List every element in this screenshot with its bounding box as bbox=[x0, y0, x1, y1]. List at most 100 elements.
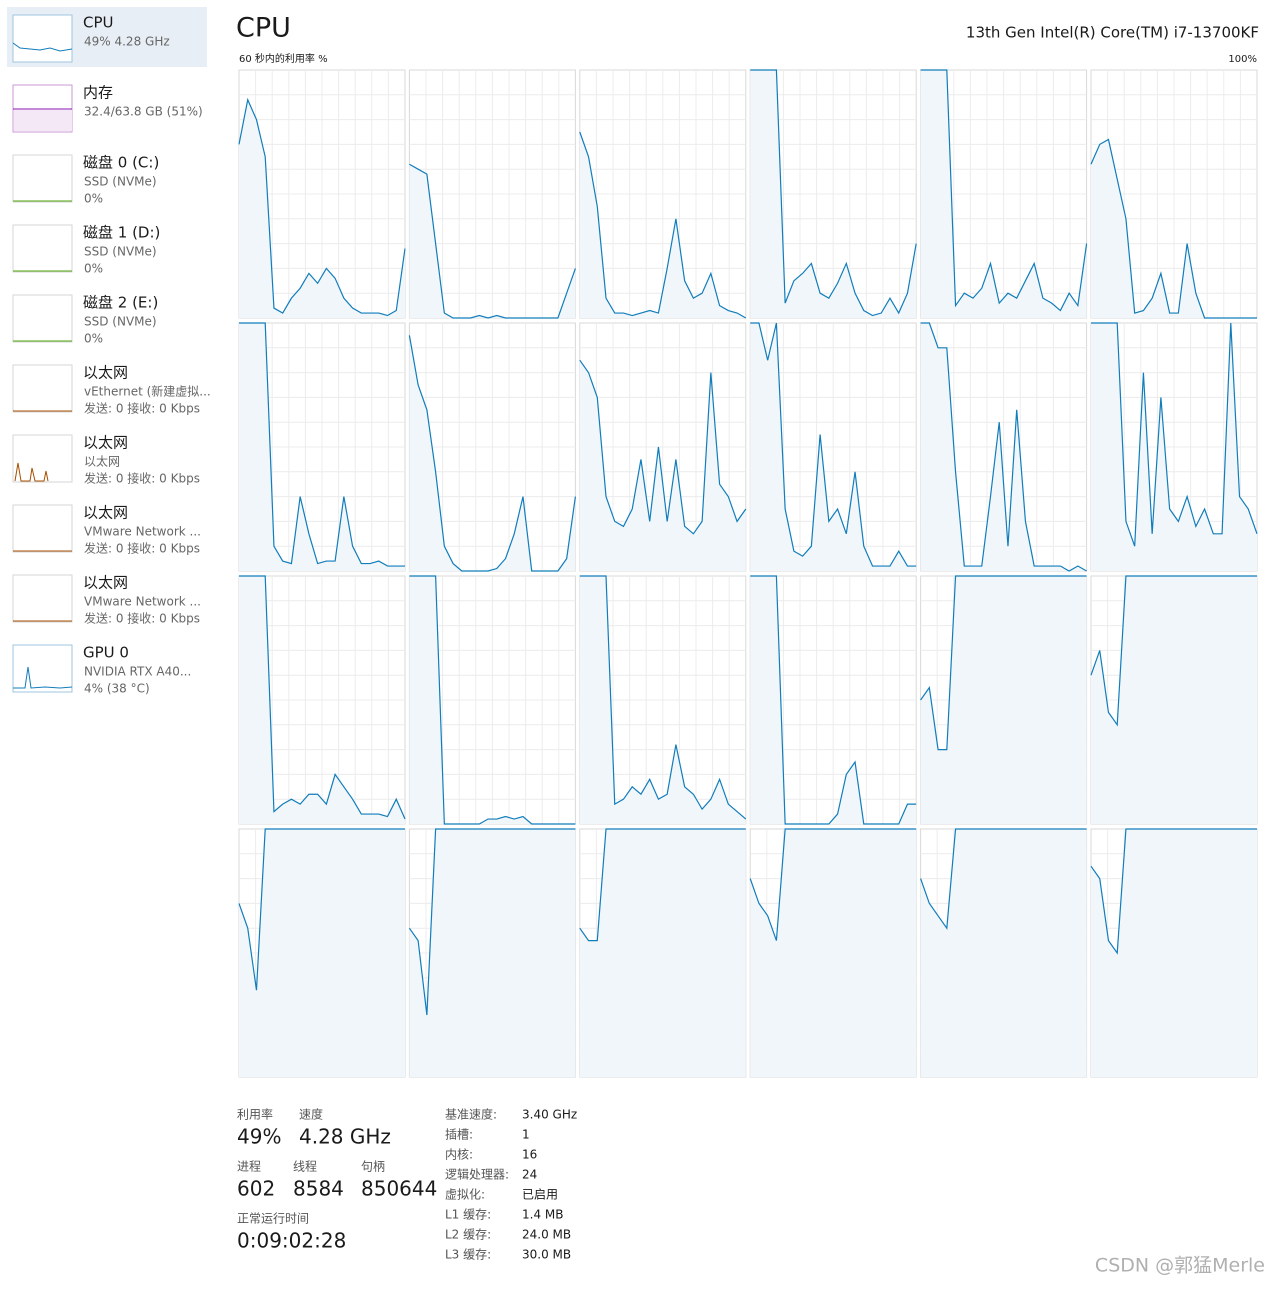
thumbnail bbox=[12, 434, 73, 483]
stat-value: 0:09:02:28 bbox=[237, 1229, 346, 1253]
core-line bbox=[750, 575, 917, 825]
thumbnail bbox=[12, 224, 73, 273]
core-area bbox=[750, 70, 917, 318]
sidebar-detail: 发送: 0 接收: 0 Kbps bbox=[84, 471, 200, 486]
core-line bbox=[1090, 138, 1257, 319]
core-line bbox=[239, 322, 405, 567]
core-line bbox=[1090, 575, 1257, 727]
detail-label: L2 缓存: bbox=[445, 1228, 491, 1242]
sidebar-detail: SSD (NVMe) bbox=[84, 315, 157, 329]
sidebar-detail: 49% 4.28 GHz bbox=[84, 35, 170, 49]
core-line bbox=[920, 575, 1087, 751]
core-line bbox=[579, 359, 747, 535]
sidebar-title: CPU bbox=[83, 14, 114, 32]
core-area bbox=[1091, 576, 1257, 824]
core-line bbox=[408, 828, 576, 1016]
thumbnail-fill bbox=[14, 110, 72, 131]
core-line bbox=[1091, 322, 1258, 547]
core-area bbox=[409, 164, 576, 318]
thumbnail-graph bbox=[14, 462, 49, 482]
core-area bbox=[1091, 829, 1257, 1077]
thumbnail bbox=[12, 504, 73, 553]
core-line bbox=[579, 828, 746, 942]
core-line bbox=[579, 131, 747, 319]
cpu-model: 13th Gen Intel(R) Core(TM) i7-13700KF bbox=[966, 24, 1259, 42]
core-area bbox=[920, 829, 1087, 1077]
stat-value: 4.28 GHz bbox=[299, 1125, 391, 1149]
core-area bbox=[239, 829, 405, 1077]
stat-label: 利用率 bbox=[237, 1107, 273, 1122]
core-area bbox=[409, 576, 576, 824]
thumbnail bbox=[12, 294, 73, 343]
sidebar-detail: VMware Network ... bbox=[84, 595, 201, 609]
sidebar-title: 以太网 bbox=[83, 364, 128, 382]
core-area bbox=[239, 99, 405, 318]
core-area bbox=[239, 576, 405, 824]
core-area bbox=[579, 576, 746, 824]
watermark: CSDN @郭猛Merle bbox=[1095, 1255, 1265, 1277]
sidebar-title: 以太网 bbox=[83, 504, 128, 522]
thumbnail bbox=[12, 14, 73, 63]
sidebar-title: 磁盘 2 (E:) bbox=[83, 294, 158, 312]
sidebar-title: 内存 bbox=[83, 84, 113, 102]
core-line bbox=[239, 575, 406, 820]
sidebar-detail: NVIDIA RTX A40... bbox=[84, 665, 191, 679]
detail-label: 逻辑处理器: bbox=[445, 1168, 509, 1182]
core-area bbox=[750, 576, 917, 824]
thumbnail bbox=[12, 644, 73, 693]
core-area bbox=[579, 360, 746, 571]
detail-label: 内核: bbox=[445, 1148, 473, 1162]
core-area bbox=[409, 335, 576, 571]
stat-value: 8584 bbox=[293, 1177, 344, 1201]
stat-value: 850644 bbox=[361, 1177, 437, 1201]
stat-label: 句柄 bbox=[361, 1160, 385, 1174]
core-line bbox=[408, 335, 576, 572]
core-line bbox=[749, 828, 917, 941]
thumbnail-graph bbox=[13, 666, 73, 689]
sidebar-detail: VMware Network ... bbox=[84, 525, 201, 539]
detail-value: 24.0 MB bbox=[522, 1228, 571, 1242]
detail-value: 16 bbox=[522, 1148, 537, 1162]
sidebar-detail: SSD (NVMe) bbox=[84, 245, 157, 259]
core-line bbox=[1090, 828, 1257, 955]
stat-label: 线程 bbox=[293, 1159, 317, 1174]
detail-label: L1 缓存: bbox=[445, 1208, 491, 1222]
core-line bbox=[409, 575, 576, 825]
detail-label: L3 缓存: bbox=[445, 1248, 491, 1262]
detail-value: 24 bbox=[522, 1168, 537, 1182]
detail-value: 1.4 MB bbox=[522, 1208, 563, 1222]
sidebar-detail: SSD (NVMe) bbox=[84, 175, 157, 189]
core-line bbox=[579, 575, 747, 820]
core-area bbox=[920, 70, 1087, 318]
core-area bbox=[750, 829, 917, 1077]
stat-label: 正常运行时间 bbox=[237, 1212, 309, 1226]
core-line bbox=[238, 97, 406, 317]
sidebar-detail: 以太网 bbox=[84, 454, 120, 469]
stat-value: 49% bbox=[237, 1125, 281, 1149]
detail-value: 3.40 GHz bbox=[522, 1108, 577, 1122]
core-line bbox=[409, 163, 576, 319]
thumbnail-graph bbox=[12, 42, 73, 52]
core-line bbox=[238, 828, 405, 991]
detail-label: 插槽: bbox=[445, 1128, 473, 1142]
stat-value: 602 bbox=[237, 1177, 275, 1201]
core-area bbox=[579, 829, 746, 1077]
detail-value: 30.0 MB bbox=[522, 1248, 571, 1262]
graph-subtitle: 60 秒内的利用率 % bbox=[239, 52, 328, 65]
core-area bbox=[920, 576, 1087, 824]
sidebar-detail: 4% (38 °C) bbox=[84, 682, 150, 696]
sidebar-title: 以太网 bbox=[83, 574, 128, 592]
sidebar-detail: vEthernet (新建虚拟... bbox=[84, 384, 211, 399]
sidebar-detail: 发送: 0 接收: 0 Kbps bbox=[84, 401, 200, 416]
thumbnail bbox=[12, 574, 73, 623]
detail-label: 虚拟化: bbox=[445, 1188, 485, 1202]
sidebar-title: 磁盘 1 (D:) bbox=[83, 224, 160, 242]
sidebar-detail: 0% bbox=[84, 262, 103, 276]
sidebar-detail: 发送: 0 接收: 0 Kbps bbox=[84, 611, 200, 626]
sidebar-title: 磁盘 0 (C:) bbox=[83, 154, 159, 172]
core-area bbox=[1091, 323, 1257, 571]
core-line bbox=[750, 322, 917, 567]
sidebar-title: GPU 0 bbox=[83, 644, 129, 662]
core-line bbox=[920, 322, 1087, 572]
